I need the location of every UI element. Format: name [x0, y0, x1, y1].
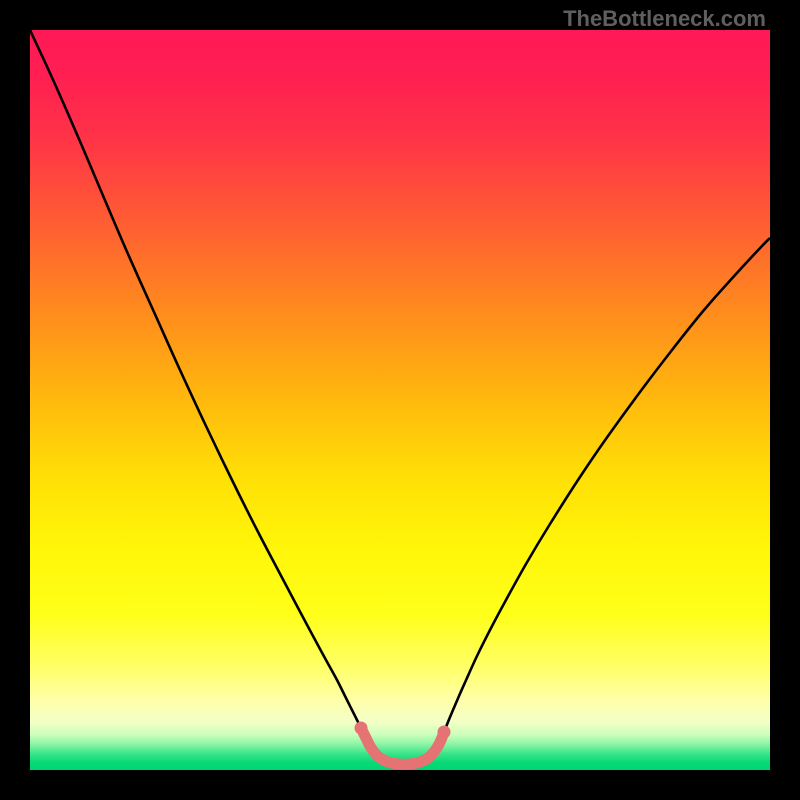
overlay-dot — [438, 726, 451, 739]
overlay-dot — [355, 722, 368, 735]
stage: TheBottleneck.com — [0, 0, 800, 800]
chart-svg — [0, 0, 800, 800]
plot-background — [30, 30, 770, 770]
watermark-text: TheBottleneck.com — [563, 6, 766, 32]
